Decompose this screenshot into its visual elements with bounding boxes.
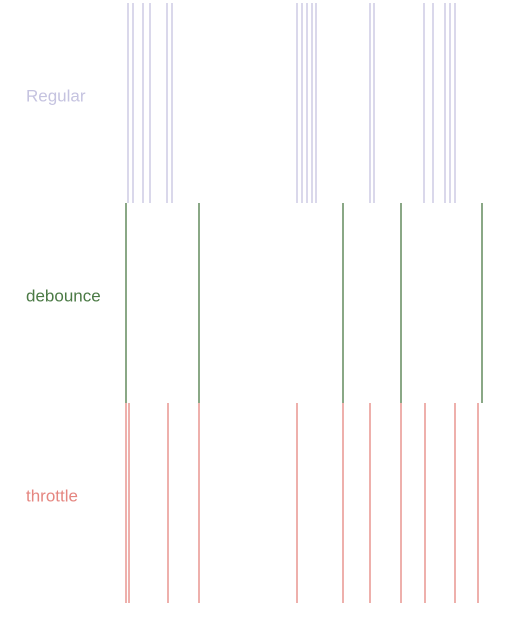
row-throttle: throttle <box>26 403 479 603</box>
row-regular: Regular <box>26 3 456 203</box>
row-label-regular: Regular <box>26 86 86 105</box>
row-regular-marks <box>127 3 456 203</box>
row-label-debounce: debounce <box>26 286 101 305</box>
row-throttle-marks <box>125 403 479 603</box>
row-debounce: debounce <box>26 203 483 403</box>
row-label-throttle: throttle <box>26 486 78 505</box>
row-debounce-marks <box>125 203 483 403</box>
